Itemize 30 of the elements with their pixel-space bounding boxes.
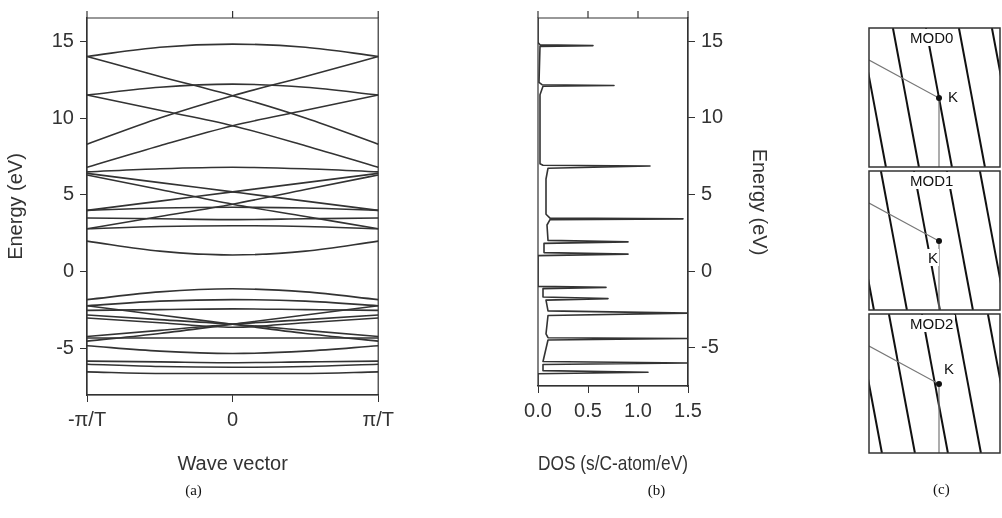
y2-tick-label: 5 (701, 181, 713, 204)
x-axis-title: Wave vector (177, 451, 289, 474)
text: (a) (185, 481, 202, 499)
y-axis-title: Energy (eV) (3, 153, 26, 260)
y2-tick-label: 15 (701, 28, 724, 51)
x-axis-title: DOS (s/C-atom/eV) (538, 451, 688, 474)
x-tick-label: 1.5 (674, 398, 702, 421)
text: (b) (647, 481, 666, 499)
text: (c) (933, 481, 950, 498)
text: MOD2 (908, 315, 956, 332)
text: MOD0 (908, 29, 956, 46)
x-tick-label: 0 (227, 407, 239, 430)
y2-axis-title: Energy (eV) (749, 148, 772, 256)
text: K (947, 88, 960, 105)
y-tick-label: 15 (51, 28, 74, 51)
text: K (943, 360, 956, 377)
y-tick-label: -5 (56, 336, 74, 359)
x-tick-label: 1.0 (624, 398, 652, 421)
y-tick-label: 5 (62, 182, 74, 205)
y-tick-label: 10 (51, 105, 74, 128)
y2-tick-label: 0 (701, 258, 713, 281)
x-tick-label: π/T (362, 407, 394, 430)
x-tick-label: 0.5 (574, 398, 602, 421)
x-tick-label: 0.0 (524, 398, 552, 421)
y-tick-label: 0 (62, 259, 74, 282)
y2-tick-label: -5 (701, 335, 719, 358)
x-tick-label: -π/T (67, 407, 107, 430)
y2-tick-label: 10 (701, 105, 724, 128)
text: K (927, 249, 940, 266)
text: MOD1 (908, 172, 956, 189)
